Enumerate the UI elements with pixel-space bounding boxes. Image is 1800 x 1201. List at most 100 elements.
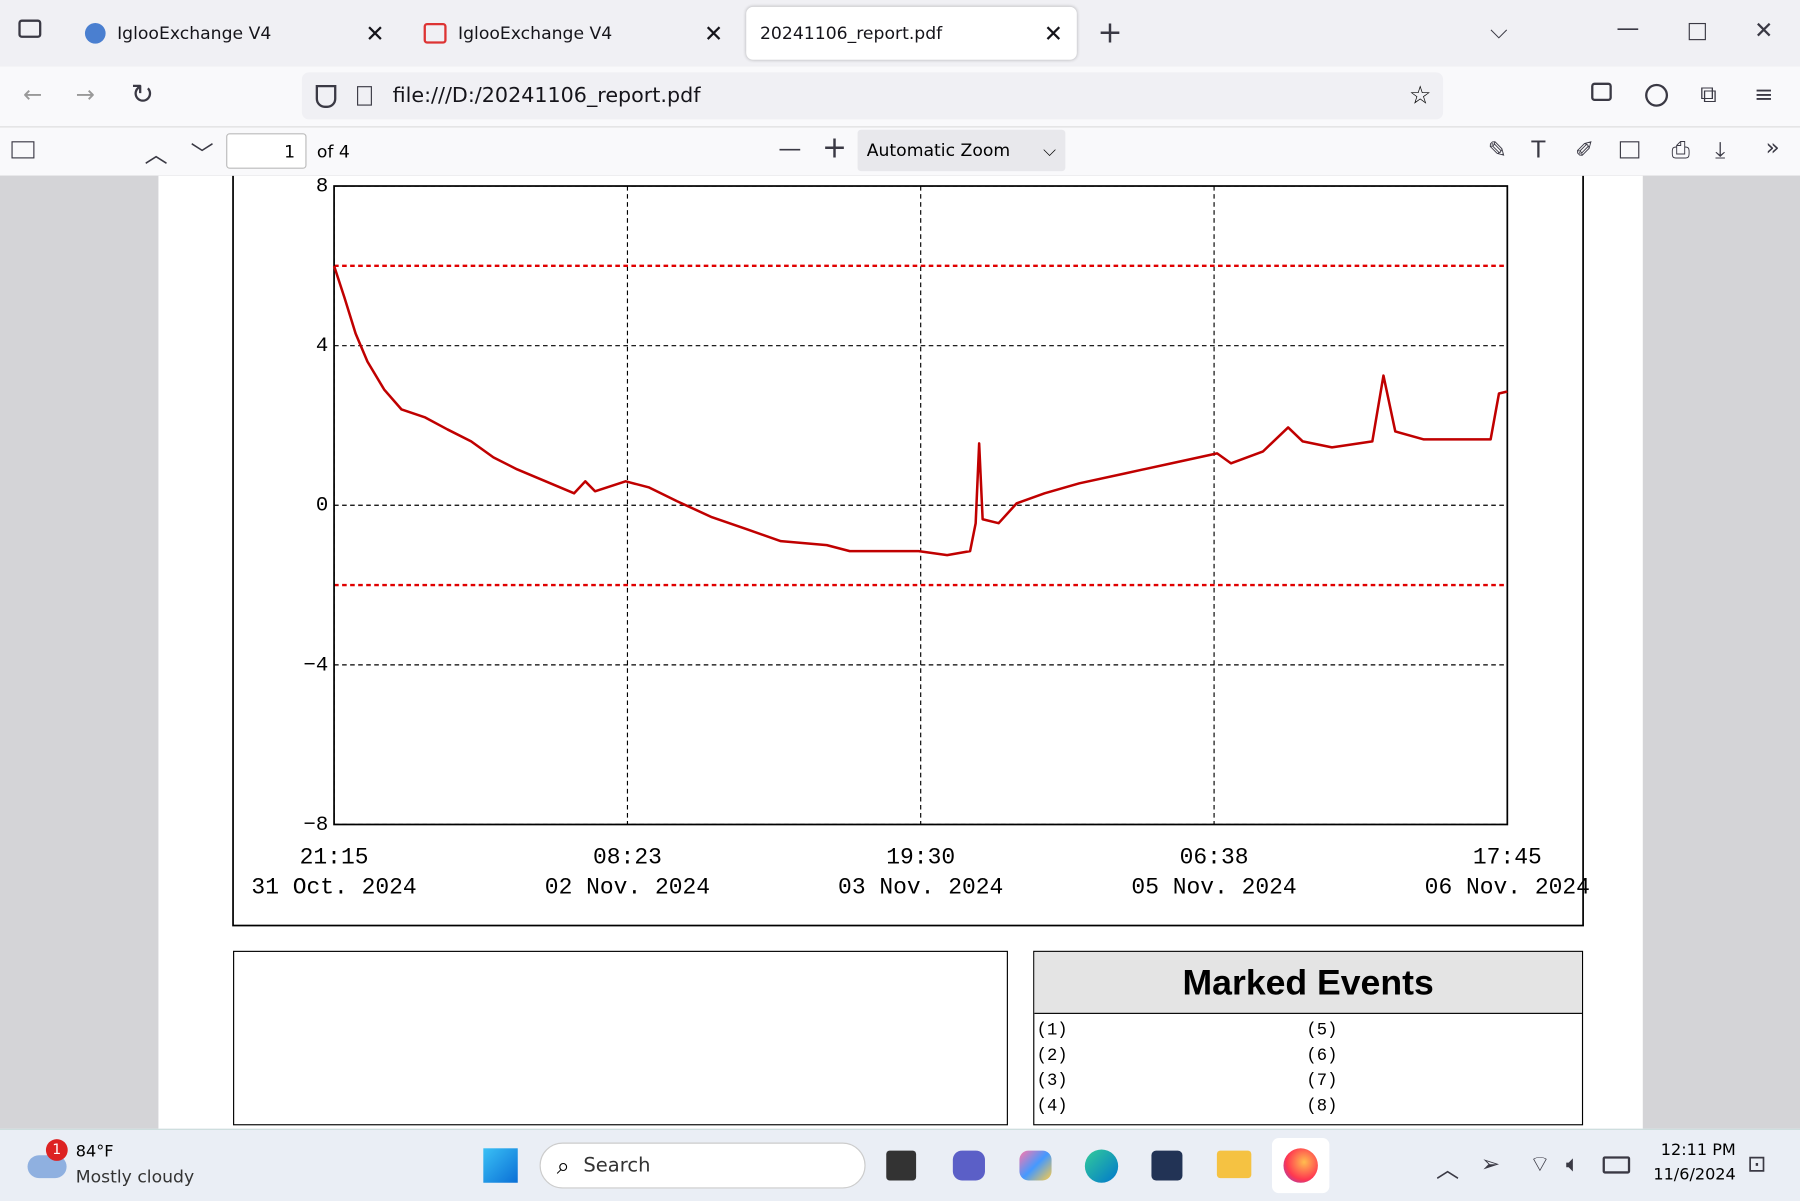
page-input[interactable]: 1 [226, 133, 307, 169]
weather-badge: 1 [45, 1139, 68, 1161]
extensions[interactable]: ⧉ [1700, 80, 1717, 108]
forward[interactable]: → [75, 80, 96, 108]
y-tick-label: 8 [316, 176, 328, 199]
event-item: (5) [1306, 1020, 1338, 1041]
x-tick-date: 03 Nov. 2024 [838, 874, 1003, 900]
search-icon: ⌕ [556, 1151, 570, 1180]
tab-title: IglooExchange V4 [117, 22, 272, 44]
y-tick-label: 0 [316, 495, 328, 518]
event-item: (1) [1036, 1020, 1068, 1041]
reload[interactable]: ↻ [130, 78, 154, 111]
event-item: (7) [1306, 1071, 1338, 1091]
prev-page[interactable]: ︿ [144, 140, 168, 168]
weather[interactable]: Mostly cloudy [75, 1166, 195, 1188]
chart: −8 −4 0 4 8 21:15 31 Oct. 2024 08:23 02 Nov. 202… [232, 175, 1590, 927]
image-tool[interactable] [1619, 141, 1640, 159]
url: file:///D:/20241106_report.pdf [392, 83, 701, 108]
draw[interactable]: ✐ [1575, 135, 1595, 164]
notifications[interactable]: ⊡ [1747, 1149, 1767, 1178]
close-tab[interactable]: ✕ [1043, 19, 1064, 48]
more-tools[interactable]: » [1765, 133, 1780, 161]
data-line [332, 265, 1508, 557]
file-icon [357, 86, 372, 106]
tab-dropdown[interactable]: ⌵ [1490, 16, 1508, 44]
clock-time[interactable]: 12:11 PM [1660, 1141, 1736, 1160]
volume[interactable]: 🔈︎ [1565, 1149, 1580, 1178]
x-tick-date: 06 Nov. 2024 [1425, 874, 1590, 900]
back[interactable]: ← [22, 80, 43, 108]
teams[interactable] [952, 1150, 985, 1181]
events-box: Marked Events (1) (2) (3) (4) (5) (6) (7) (8) [1033, 950, 1584, 1126]
text-tool[interactable]: T [1531, 135, 1546, 164]
zoom-in[interactable]: + [821, 130, 847, 166]
y-tick-label: −8 [304, 814, 329, 837]
url-bar[interactable]: file:///D:/20241106_report.pdf ☆ [301, 72, 1444, 120]
x-tick-label: 21:15 [300, 845, 369, 871]
event-item: (4) [1036, 1096, 1068, 1117]
tab-list-icon[interactable] [18, 19, 42, 38]
x-tick-label: 19:30 [886, 845, 955, 871]
x-tick-label: 08:23 [593, 845, 662, 871]
tray-arrow[interactable]: ︿ [1436, 1155, 1460, 1183]
tab[interactable]: IglooExchange V4 ✕ [410, 7, 735, 60]
pocket[interactable] [1591, 82, 1612, 102]
temperature[interactable]: 84°F [75, 1142, 114, 1161]
highlight[interactable]: ✎ [1487, 135, 1508, 164]
y-tick-label: −4 [304, 654, 329, 677]
event-item: (3) [1036, 1071, 1068, 1091]
x-tick-label: 17:45 [1473, 845, 1542, 871]
tab-title: 20241106_report.pdf [759, 22, 943, 44]
tab[interactable]: 20241106_report.pdf ✕ [746, 6, 1077, 60]
save[interactable]: ⤓ [1715, 135, 1726, 164]
plot-frame [333, 185, 1509, 826]
firefox-icon [1283, 1148, 1318, 1183]
viewer: −8 −4 0 4 8 21:15 31 Oct. 2024 08:23 02 Nov. 202… [0, 175, 1800, 1129]
x-tick-date: 02 Nov. 2024 [545, 874, 710, 900]
menu[interactable]: ≡ [1754, 80, 1774, 108]
chart-frame [232, 175, 1584, 927]
zoom-value: Automatic Zoom [866, 140, 1011, 161]
favicon [84, 22, 106, 44]
event-item: (2) [1036, 1046, 1068, 1066]
close-tab[interactable]: ✕ [365, 19, 385, 48]
tab[interactable]: IglooExchange V4 ✕ [71, 7, 396, 60]
x-tick-date: 31 Oct. 2024 [251, 874, 416, 900]
print[interactable]: ⎙ [1671, 135, 1690, 164]
edge[interactable] [1084, 1149, 1119, 1183]
event-item: (6) [1306, 1046, 1338, 1066]
next-page[interactable]: ﹀ [190, 140, 214, 168]
battery[interactable] [1602, 1156, 1631, 1174]
x-tick-label: 06:38 [1180, 845, 1249, 871]
page-count: of 4 [316, 141, 350, 162]
tab-title: IglooExchange V4 [458, 22, 613, 44]
minimize[interactable]: — [1616, 13, 1640, 42]
clock-date[interactable]: 11/6/2024 [1653, 1165, 1736, 1184]
x-tick-date: 05 Nov. 2024 [1131, 874, 1296, 900]
account[interactable] [1645, 83, 1669, 107]
notes-box [233, 950, 1008, 1126]
network[interactable]: ⌔ [1529, 1149, 1551, 1178]
start-button[interactable] [483, 1148, 518, 1183]
task-view[interactable] [886, 1150, 917, 1181]
favicon [423, 22, 447, 44]
bookmark[interactable]: ☆ [1408, 81, 1432, 111]
sidebar-toggle[interactable] [11, 141, 35, 159]
events-title: Marked Events [1034, 951, 1582, 1014]
dropdown-arrow: ⌵ [1043, 140, 1057, 161]
zoom-select[interactable]: Automatic Zoom ⌵ [857, 129, 1066, 172]
file-explorer[interactable] [1216, 1150, 1252, 1179]
firefox-active[interactable] [1271, 1137, 1330, 1194]
copilot[interactable] [1019, 1150, 1052, 1181]
close-tab[interactable]: ✕ [703, 19, 724, 48]
shield-icon [315, 84, 337, 108]
new-tab[interactable]: + [1097, 16, 1123, 51]
zoom-out[interactable]: — [778, 134, 802, 162]
close-window[interactable]: ✕ [1754, 16, 1774, 44]
restore[interactable] [1688, 22, 1706, 41]
location[interactable]: ➢ [1480, 1149, 1501, 1178]
event-item: (8) [1306, 1096, 1338, 1117]
search-box[interactable]: ⌕ Search [539, 1142, 866, 1189]
store[interactable] [1151, 1150, 1183, 1181]
taskbar: 1 84°F Mostly cloudy ⌕ Search ︿ ➢ ⌔ 🔈︎ 1… [0, 1128, 1800, 1201]
